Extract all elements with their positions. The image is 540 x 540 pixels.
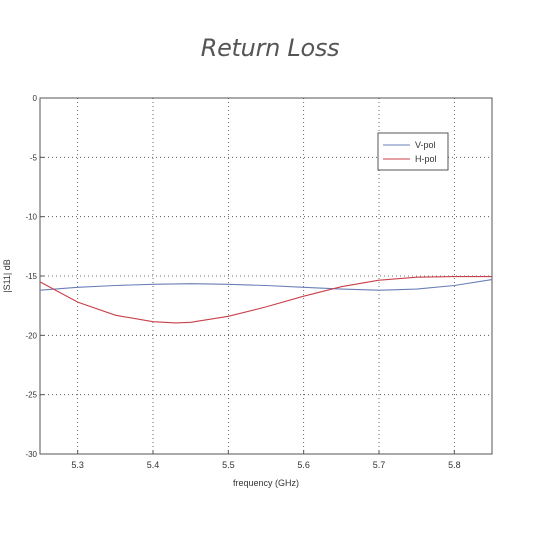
legend-box: [377, 132, 449, 171]
y-tick-label: 0: [33, 94, 38, 103]
axis-ticks: 5.3 5.4 5.5 5.6 5.7 5.8 0 -5 -10 -15 -20 -25 -30: [25, 94, 460, 470]
y-tick-label: -25: [25, 391, 37, 400]
x-axis-label: frequency (GHz): [233, 478, 299, 488]
y-tick-label: -10: [25, 213, 37, 222]
legend-label-h-pol: H-pol: [415, 154, 437, 164]
x-tick-label: 5.3: [71, 460, 84, 470]
y-tick-label: -30: [25, 450, 37, 459]
x-tick-label: 5.6: [297, 460, 310, 470]
legend: V-pol H-pol: [377, 132, 449, 171]
x-tick-label: 5.5: [222, 460, 235, 470]
series-line-h-pol: [39, 276, 492, 324]
y-tick-label: -5: [30, 153, 38, 162]
y-tick-label: -20: [25, 331, 37, 340]
y-axis-label: |S11| dB: [2, 259, 12, 293]
series-lines: [39, 276, 493, 324]
series-line-v-pol: [39, 279, 493, 291]
x-tick-label: 5.8: [448, 460, 461, 470]
y-tick-label: -15: [25, 272, 37, 281]
x-tick-label: 5.7: [373, 460, 386, 470]
x-tick-label: 5.4: [147, 460, 160, 470]
legend-label-v-pol: V-pol: [415, 140, 436, 150]
page-title: Return Loss: [200, 34, 340, 62]
